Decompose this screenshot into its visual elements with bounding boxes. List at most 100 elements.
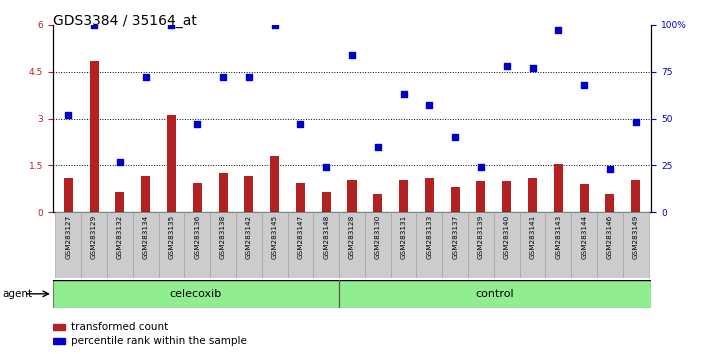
Bar (287, 212, 313, 278)
Bar (133, 212, 158, 278)
Point (398, 91, 409, 97)
Text: GSM283144: GSM283144 (581, 215, 587, 259)
Text: GSM283143: GSM283143 (555, 215, 561, 259)
Point (320, 165, 332, 170)
Point (579, 82, 590, 88)
Bar (53, 324, 65, 330)
Point (475, 165, 486, 170)
Point (630, 120, 641, 125)
Point (166, 22, 177, 28)
Bar (89, 61, 99, 212)
Point (501, 63, 513, 69)
Bar (262, 212, 287, 278)
Text: GSM283129: GSM283129 (91, 215, 97, 259)
Point (604, 166, 615, 172)
Bar (53, 338, 65, 344)
Bar (571, 212, 597, 278)
Bar (81, 212, 107, 278)
Point (295, 121, 306, 127)
Bar (64, 178, 73, 212)
Text: GSM283132: GSM283132 (117, 215, 123, 259)
Bar (399, 179, 408, 212)
Point (450, 135, 461, 140)
Bar (210, 212, 236, 278)
Text: GSM283149: GSM283149 (633, 215, 639, 259)
Bar (270, 156, 279, 212)
Text: GSM283141: GSM283141 (529, 215, 536, 259)
Bar (339, 212, 365, 278)
Bar (597, 212, 623, 278)
Text: GSM283134: GSM283134 (143, 215, 149, 259)
Bar (365, 212, 391, 278)
Bar (218, 173, 227, 212)
Point (89, 22, 100, 28)
Point (114, 159, 125, 165)
Point (140, 74, 151, 80)
Point (346, 52, 358, 58)
Bar (184, 212, 210, 278)
Bar (451, 187, 460, 212)
Text: GSM283127: GSM283127 (65, 215, 71, 259)
Text: GSM283136: GSM283136 (194, 215, 200, 259)
Text: control: control (476, 289, 515, 299)
Text: GSM283148: GSM283148 (323, 215, 329, 259)
Bar (115, 192, 125, 212)
Text: GSM283133: GSM283133 (427, 215, 432, 259)
Text: GSM283142: GSM283142 (246, 215, 252, 259)
Point (243, 74, 254, 80)
Bar (193, 183, 202, 212)
Bar (141, 176, 150, 212)
Text: GSM283146: GSM283146 (607, 215, 613, 259)
Text: GSM283128: GSM283128 (349, 215, 355, 259)
Point (372, 144, 384, 149)
Text: percentile rank within the sample: percentile rank within the sample (70, 336, 246, 346)
Bar (546, 212, 571, 278)
Bar (528, 178, 537, 212)
Bar (631, 179, 640, 212)
Text: GSM283145: GSM283145 (272, 215, 277, 259)
Bar (417, 212, 442, 278)
Bar (442, 212, 468, 278)
Text: GSM283140: GSM283140 (504, 215, 510, 259)
Bar (296, 183, 305, 212)
Bar (391, 212, 417, 278)
Point (424, 103, 435, 108)
Text: agent: agent (2, 289, 32, 299)
Bar (53, 280, 339, 308)
Bar (322, 192, 331, 212)
Text: GSM283131: GSM283131 (401, 215, 407, 259)
Text: GSM283147: GSM283147 (297, 215, 303, 259)
Bar (468, 212, 494, 278)
Point (218, 74, 229, 80)
Bar (107, 212, 133, 278)
Point (269, 22, 280, 28)
Text: GDS3384 / 35164_at: GDS3384 / 35164_at (53, 14, 196, 28)
Point (63, 112, 74, 118)
Bar (579, 184, 589, 212)
Point (191, 121, 203, 127)
Bar (339, 280, 651, 308)
Point (527, 65, 538, 71)
Bar (605, 194, 615, 212)
Bar (167, 115, 176, 212)
Text: GSM283135: GSM283135 (168, 215, 175, 259)
Bar (520, 212, 546, 278)
Bar (56, 212, 81, 278)
Text: GSM283130: GSM283130 (375, 215, 381, 259)
Point (553, 28, 564, 33)
Bar (236, 212, 262, 278)
Bar (313, 212, 339, 278)
Bar (554, 164, 563, 212)
Bar (348, 179, 356, 212)
Bar (244, 176, 253, 212)
Bar (477, 181, 486, 212)
Text: GSM283137: GSM283137 (452, 215, 458, 259)
Bar (623, 212, 648, 278)
Bar (502, 181, 511, 212)
Bar (494, 212, 520, 278)
Text: GSM283139: GSM283139 (478, 215, 484, 259)
Text: celecoxib: celecoxib (170, 289, 222, 299)
Text: GSM283138: GSM283138 (220, 215, 226, 259)
Bar (158, 212, 184, 278)
Text: transformed count: transformed count (70, 322, 168, 332)
